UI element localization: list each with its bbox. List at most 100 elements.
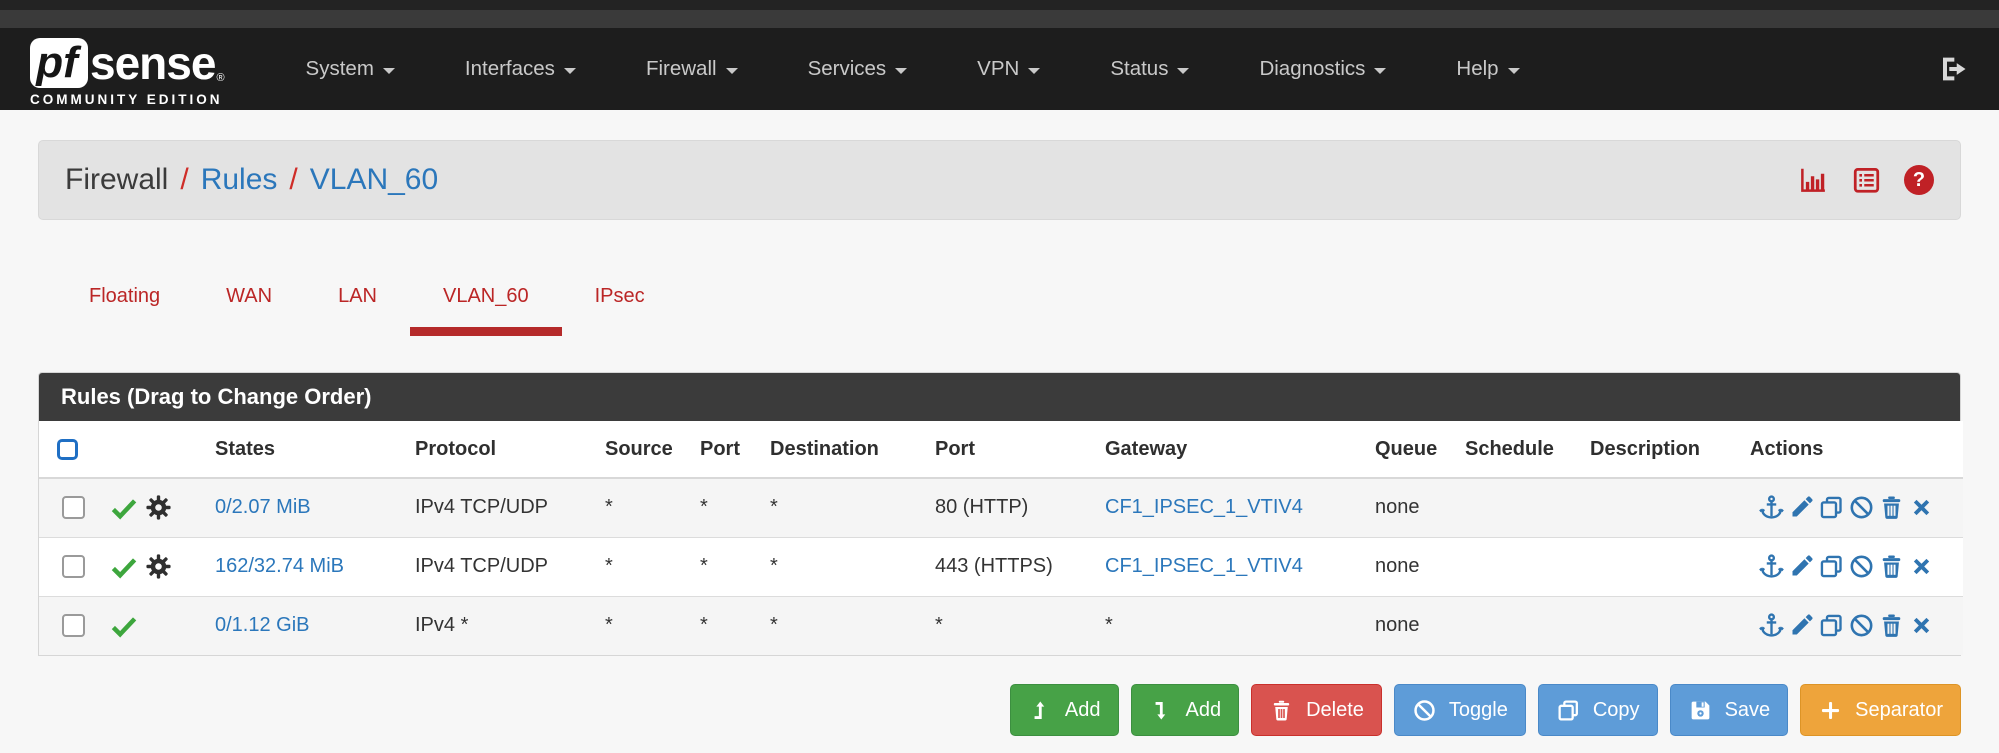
protocol-cell: IPv4 * — [409, 595, 599, 655]
chevron-down-icon — [382, 67, 395, 74]
column-header-destination: Destination — [764, 421, 929, 479]
nav-item-interfaces[interactable]: Interfaces — [430, 28, 611, 110]
rule-enabled-check-icon[interactable] — [109, 493, 139, 523]
nav-item-label: Services — [807, 57, 887, 80]
breadcrumb-separator: / — [180, 163, 189, 196]
nav-item-label: Help — [1456, 57, 1499, 80]
source-port-cell: * — [694, 595, 764, 655]
protocol-cell: IPv4 TCP/UDP — [415, 496, 548, 519]
column-header-gateway: Gateway — [1099, 421, 1369, 479]
gear-icon — [146, 554, 171, 579]
gateway-cell: * — [1099, 595, 1369, 655]
row-actions — [1750, 553, 1963, 580]
anchor-icon[interactable] — [1758, 553, 1785, 580]
trash-icon[interactable] — [1878, 612, 1905, 639]
breadcrumb-actions: ? — [1797, 165, 1934, 195]
queue-cell: none — [1375, 496, 1420, 519]
queue-cell: none — [1369, 595, 1459, 655]
rules-table: States Protocol Source Port Destination … — [39, 421, 1963, 655]
nav-item-firewall[interactable]: Firewall — [611, 28, 773, 110]
row-actions — [1750, 612, 1963, 639]
row-checkbox[interactable] — [62, 614, 85, 638]
trash-icon[interactable] — [1878, 494, 1905, 521]
help-icon[interactable]: ? — [1904, 165, 1934, 195]
anchor-icon[interactable] — [1758, 494, 1785, 521]
column-header-status — [91, 421, 209, 479]
copy-icon[interactable] — [1818, 494, 1845, 521]
states-link[interactable]: 0/1.12 GiB — [215, 614, 310, 637]
rule-row[interactable]: 0/1.12 GiB IPv4 * * * * * * none — [39, 595, 1963, 655]
breadcrumb-rules-link[interactable]: Rules — [200, 163, 278, 196]
tab-vlan60[interactable]: VLAN_60 — [409, 270, 562, 336]
trash-icon[interactable] — [1878, 553, 1905, 580]
copy-rules-button[interactable]: Copy — [1537, 684, 1658, 736]
rule-row[interactable]: 162/32.74 MiB IPv4 TCP/UDP * * * 443 (HT… — [39, 536, 1963, 596]
rule-enabled-check-icon[interactable] — [109, 611, 139, 641]
tab-ipsec[interactable]: IPsec — [594, 285, 645, 307]
toggle-rules-button[interactable]: Toggle — [1393, 684, 1526, 736]
chevron-down-icon — [895, 67, 908, 74]
add-rule-bottom-button[interactable]: Add — [1130, 684, 1240, 736]
breadcrumb-vlan60-link[interactable]: VLAN_60 — [309, 163, 439, 196]
delete-x-icon[interactable] — [1908, 553, 1935, 580]
column-header-schedule: Schedule — [1459, 421, 1584, 479]
column-header-description: Description — [1584, 421, 1744, 479]
pencil-icon[interactable] — [1788, 494, 1815, 521]
chart-icon[interactable] — [1797, 165, 1829, 195]
nav-item-label: VPN — [977, 57, 1020, 80]
list-icon[interactable] — [1851, 165, 1882, 195]
rule-enabled-check-icon[interactable] — [109, 552, 139, 582]
gateway-link[interactable]: CF1_IPSEC_1_VTIV4 — [1105, 496, 1303, 519]
add-rule-top-button[interactable]: Add — [1009, 684, 1119, 736]
nav-item-label: Firewall — [645, 57, 717, 80]
delete-x-icon[interactable] — [1908, 612, 1935, 639]
interface-tabs: Floating WAN LAN VLAN_60 IPsec — [56, 270, 1961, 336]
source-port-cell: * — [700, 496, 708, 519]
pencil-icon[interactable] — [1788, 553, 1815, 580]
nav-item-status[interactable]: Status — [1075, 28, 1224, 110]
nav-item-help[interactable]: Help — [1421, 28, 1554, 110]
button-label: Save — [1724, 698, 1771, 721]
copy-icon[interactable] — [1818, 553, 1845, 580]
nav-item-vpn[interactable]: VPN — [942, 28, 1075, 110]
description-cell — [1584, 536, 1744, 596]
add-separator-button[interactable]: Separator — [1800, 684, 1961, 736]
select-all-checkbox[interactable] — [57, 438, 78, 460]
states-link[interactable]: 162/32.74 MiB — [215, 555, 344, 577]
states-link[interactable]: 0/2.07 MiB — [215, 496, 311, 519]
gateway-link[interactable]: CF1_IPSEC_1_VTIV4 — [1105, 555, 1303, 577]
ban-icon[interactable] — [1848, 612, 1875, 639]
tab-lan[interactable]: LAN — [338, 285, 377, 307]
chevron-down-icon — [1507, 67, 1520, 74]
rule-row[interactable]: 0/2.07 MiB IPv4 TCP/UDP * * * 80 (HTTP) … — [39, 478, 1963, 537]
question-mark-glyph: ? — [1904, 165, 1934, 195]
save-rules-button[interactable]: Save — [1669, 684, 1789, 736]
registered-mark: ® — [216, 71, 225, 84]
button-label: Toggle — [1448, 698, 1508, 721]
sign-out-icon[interactable] — [1937, 53, 1969, 85]
column-header-queue: Queue — [1369, 421, 1459, 479]
pfsense-logo[interactable]: pf sense ® COMMUNITY EDITION — [30, 37, 225, 107]
tab-wan[interactable]: WAN — [226, 285, 273, 307]
button-label: Separator — [1855, 698, 1943, 721]
column-header-port: Port — [694, 421, 764, 479]
chevron-down-icon — [1028, 67, 1041, 74]
nav-item-system[interactable]: System — [271, 28, 430, 110]
delete-rules-button[interactable]: Delete — [1251, 684, 1382, 736]
anchor-icon[interactable] — [1758, 612, 1785, 639]
dest-port-cell: 443 (HTTPS) — [929, 536, 1099, 596]
tab-floating[interactable]: Floating — [89, 285, 161, 307]
nav-item-diagnostics[interactable]: Diagnostics — [1224, 28, 1421, 110]
row-checkbox[interactable] — [62, 496, 85, 520]
pencil-icon[interactable] — [1788, 612, 1815, 639]
row-checkbox[interactable] — [62, 555, 85, 578]
rules-toolbar: Add Add Delete Toggle — [38, 684, 1961, 736]
delete-x-icon[interactable] — [1908, 494, 1935, 521]
queue-cell: none — [1369, 536, 1459, 596]
column-header-source: Source — [599, 421, 694, 479]
copy-icon[interactable] — [1818, 612, 1845, 639]
nav-item-services[interactable]: Services — [773, 28, 943, 110]
ban-icon[interactable] — [1848, 494, 1875, 521]
nav-item-label: Status — [1110, 57, 1169, 80]
ban-icon[interactable] — [1848, 553, 1875, 580]
